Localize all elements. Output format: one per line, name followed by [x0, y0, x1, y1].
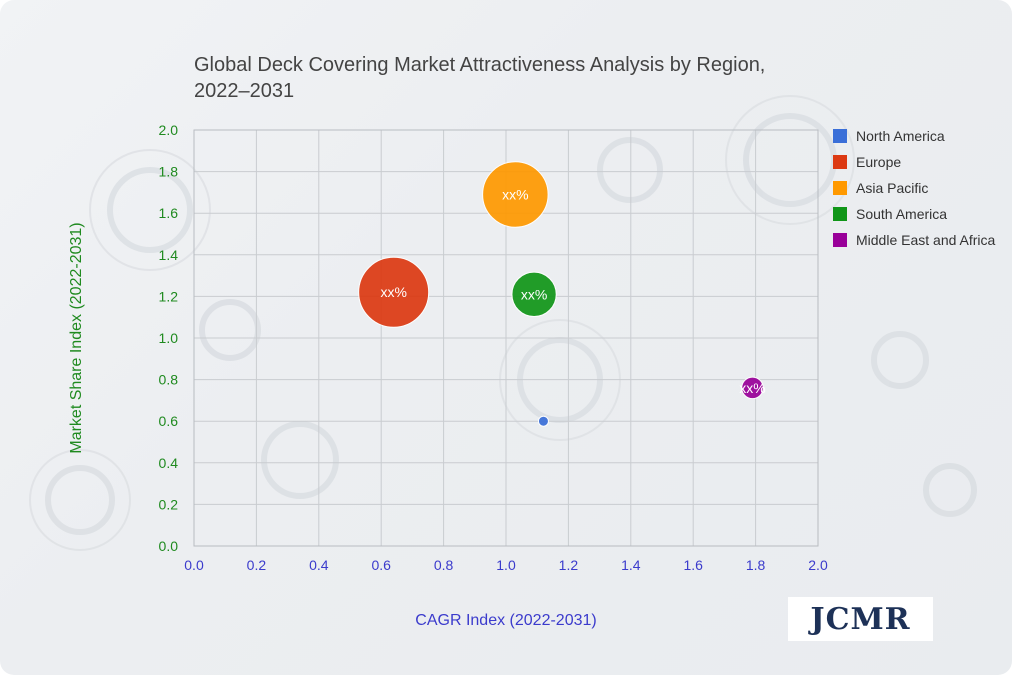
y-tick-label: 1.2: [159, 288, 179, 304]
x-tick-label: 2.0: [808, 557, 828, 573]
bubble-middle-east-and-africa[interactable]: [741, 376, 764, 400]
legend-label: Asia Pacific: [856, 180, 929, 196]
x-tick-label: 1.4: [621, 557, 641, 573]
legend-swatch: [833, 181, 847, 195]
y-tick-label: 2.0: [159, 122, 179, 138]
legend-swatch: [833, 207, 847, 221]
x-tick-label: 0.0: [184, 557, 204, 573]
bubble-label-asia-pacific: xx%: [502, 186, 528, 202]
bubble-europe[interactable]: [358, 256, 430, 328]
y-tick-label: 0.2: [159, 496, 179, 512]
y-axis-label: Market Share Index (2022-2031): [68, 222, 85, 454]
legend-label: North America: [856, 128, 945, 144]
bubble-north-america[interactable]: [537, 415, 549, 427]
x-tick-label: 0.6: [371, 557, 391, 573]
y-tick-label: 1.8: [159, 164, 179, 180]
bubble-asia-pacific[interactable]: [482, 161, 549, 228]
x-tick-label: 0.2: [247, 557, 267, 573]
bubble-label-europe: xx%: [380, 284, 406, 300]
legend-item-asia-pacific[interactable]: Asia Pacific: [833, 178, 1003, 198]
x-tick-label: 0.4: [309, 557, 329, 573]
bubble-south-america[interactable]: [511, 271, 557, 317]
x-tick-label: 1.0: [496, 557, 516, 573]
bubble-label-south-america: xx%: [521, 286, 547, 302]
y-tick-label: 1.0: [159, 330, 179, 346]
y-tick-label: 0.8: [159, 372, 179, 388]
legend-item-south-america[interactable]: South America: [833, 204, 1003, 224]
bubble-label-middle-east-and-africa: xx%: [739, 380, 765, 396]
legend-label: Middle East and Africa: [856, 232, 996, 248]
legend-swatch: [833, 129, 847, 143]
y-tick-labels: 0.0 0.2 0.4 0.6 0.8 1.0 1.2 1.4 1.6 1.8 2.0: [159, 122, 179, 554]
y-tick-label: 0.4: [159, 455, 179, 471]
bubbles: xx% xx% xx% xx%: [358, 161, 766, 427]
x-tick-label: 1.8: [746, 557, 766, 573]
y-tick-label: 1.6: [159, 205, 179, 221]
y-tick-label: 0.6: [159, 413, 179, 429]
legend-item-europe[interactable]: Europe: [833, 152, 1003, 172]
y-tick-label: 1.4: [159, 247, 179, 263]
x-tick-label: 1.6: [683, 557, 703, 573]
legend-swatch: [833, 155, 847, 169]
plot-border: [193, 129, 819, 547]
legend-item-middle-east-and-africa[interactable]: Middle East and Africa: [833, 230, 1003, 250]
legend-item-north-america[interactable]: North America: [833, 126, 1003, 146]
jcmr-logo: JCMR: [788, 597, 933, 641]
legend: North America Europe Asia Pacific South Ame…: [833, 126, 1003, 256]
legend-label: South America: [856, 206, 948, 222]
y-tick-label: 0.0: [159, 538, 179, 554]
x-tick-label: 0.8: [434, 557, 454, 573]
x-tick-labels: 0.0 0.2 0.4 0.6 0.8 1.0 1.2 1.4 1.6 1.8 2.0: [184, 557, 828, 573]
legend-swatch: [833, 233, 847, 247]
x-tick-label: 1.2: [559, 557, 579, 573]
x-axis-label: CAGR Index (2022-2031): [415, 612, 597, 629]
chart-title: Global Deck Covering Market Attractivene…: [194, 54, 766, 102]
grid-lines: [193, 129, 819, 547]
legend-label: Europe: [856, 154, 902, 170]
